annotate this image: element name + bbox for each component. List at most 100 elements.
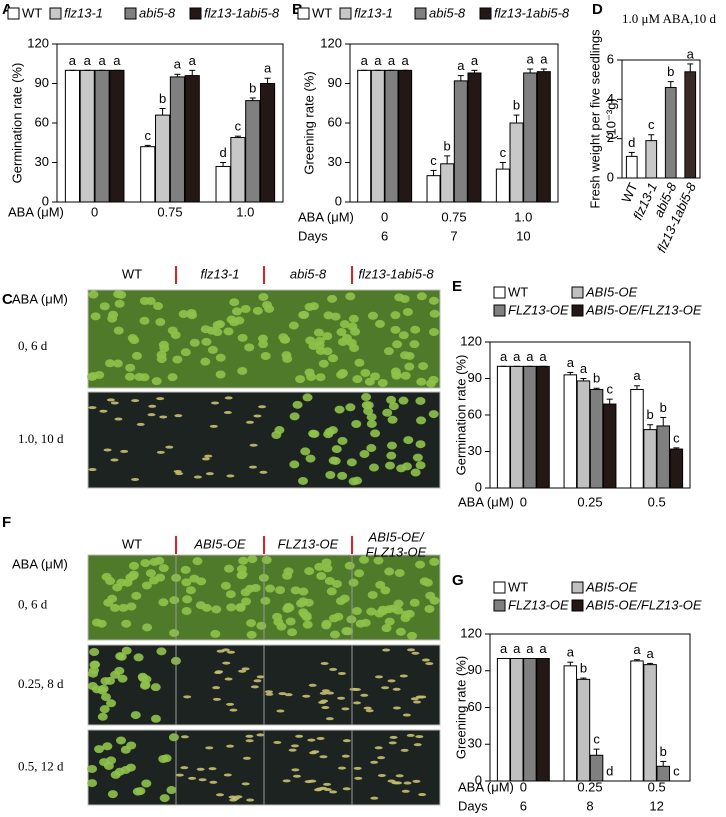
bar [260,83,276,203]
significance-letter: c [235,119,242,134]
significance-letter: c [430,153,437,168]
seedling [126,602,137,611]
significance-letter: a [567,645,575,660]
seedling [308,429,319,438]
seedling [415,396,426,405]
seedling [167,373,178,382]
seedling [273,740,282,744]
bar [576,380,591,489]
seedling [278,333,289,342]
seedling [264,690,273,694]
seedling [415,440,426,449]
seedling [115,652,126,661]
seedling [364,377,375,386]
panel-label: D [592,1,603,18]
y-tick-label: 30 [328,154,342,169]
seedling [222,661,231,665]
seedling [349,344,360,353]
seedling [359,450,370,459]
seedling [259,470,268,474]
seedling [245,420,254,424]
seedling [182,595,193,604]
seedling [235,602,246,611]
bar [155,114,171,203]
bar [370,69,385,203]
seedling [91,618,102,627]
seedling [131,399,140,403]
seedling [403,436,414,445]
seedling [103,448,112,452]
legend-label: abi5-8 [429,5,466,20]
seedling [325,717,334,721]
seedling [196,767,205,771]
seedling [373,556,384,565]
bar [440,163,455,203]
legend-label: ABI5-OE/FLZ13-OE [585,302,702,317]
seedling [242,756,251,760]
seedling [318,700,327,704]
bar [625,155,638,179]
y-tick-label: 0 [475,479,482,494]
seedling [375,675,384,679]
seedling [107,594,118,603]
seedling [374,319,385,328]
significance-letter: a [539,349,547,364]
seedling [383,605,394,614]
seedling [323,311,334,320]
seedling [118,603,129,612]
legend-label: WT [508,579,528,594]
seedling [323,788,332,792]
significance-letter: c [606,382,613,397]
seedling [262,300,273,309]
seedling [105,577,116,586]
seedling [304,567,315,576]
seedling [418,793,427,797]
seedling [212,686,221,690]
seedling [236,565,247,574]
legend-swatch [7,7,20,20]
seedling [392,340,403,349]
x-tick-label: 0.75 [441,209,466,224]
seedling [304,368,315,377]
seedling [224,396,233,400]
seedling [334,405,345,414]
seedling [368,463,379,472]
y-tick-label: 60 [468,406,482,421]
seedling [337,369,348,378]
seedling [387,415,398,424]
seedling [426,379,437,388]
seedling [90,660,101,669]
seedling [336,328,347,337]
seedling [346,458,357,467]
seedling [169,628,180,637]
seedling [384,567,395,576]
seedling [215,353,226,362]
seedling [256,621,267,630]
seedling [291,768,300,772]
significance-letter: a [69,53,77,68]
seedling [396,464,407,473]
seedling [159,415,168,419]
seedling [228,795,237,799]
significance-letter: c [673,430,680,445]
seedling [282,604,293,613]
seedling [347,322,358,331]
legend-label: ABI5-OE/FLZ13-OE [585,597,702,612]
seedling [300,447,311,456]
y-axis-label: Germination rate (%) [453,355,468,476]
seedling [309,751,318,755]
seedling [139,316,150,325]
seedling [188,776,197,780]
significance-letter: c [500,145,507,160]
seedling [110,401,119,405]
seedling [407,648,416,652]
seedling [229,798,238,802]
seedling [107,790,118,799]
seedling [399,674,408,678]
x-tick-label: 0 [381,209,388,224]
seedling [258,405,267,409]
significance-letter: a [84,53,92,68]
seedling [400,371,411,380]
seedling [223,773,232,777]
seedling [257,334,268,343]
